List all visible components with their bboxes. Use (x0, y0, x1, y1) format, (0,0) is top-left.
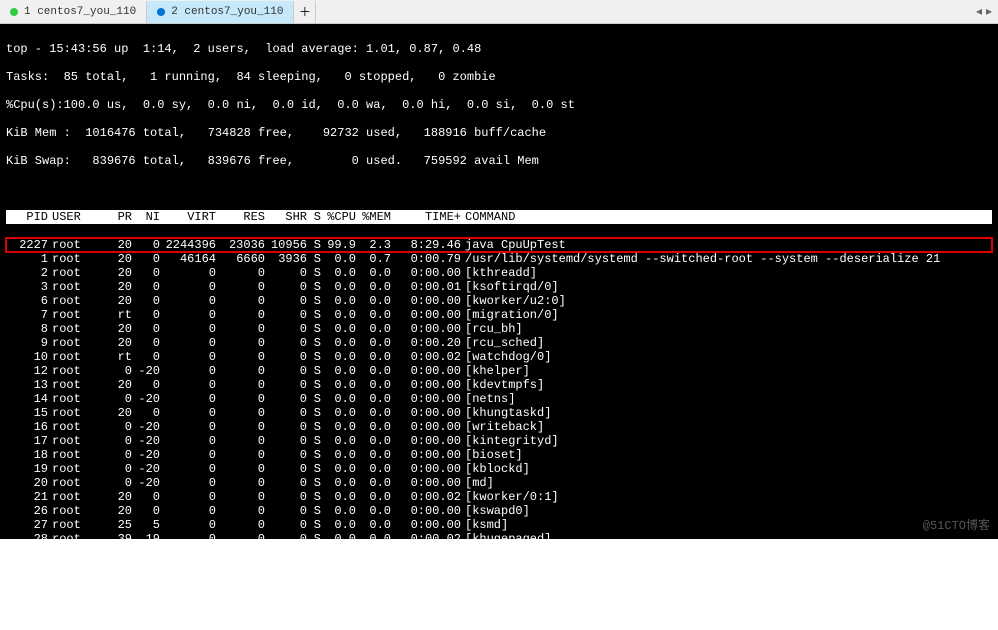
status-dot-icon (10, 8, 18, 16)
process-row: 16root0-20000S0.00.00:00.00[writeback] (6, 420, 992, 434)
top-swap-line: KiB Swap: 839676 total, 839676 free, 0 u… (6, 154, 992, 168)
process-row: 12root0-20000S0.00.00:00.00[khelper] (6, 364, 992, 378)
top-tasks-line: Tasks: 85 total, 1 running, 84 sleeping,… (6, 70, 992, 84)
process-row: 18root0-20000S0.00.00:00.00[bioset] (6, 448, 992, 462)
process-row: 15root200000S0.00.00:00.00[khungtaskd] (6, 406, 992, 420)
process-row: 39root200000S0.00.00:00.00[kworker/u2:1] (6, 588, 992, 602)
process-row: 17root0-20000S0.00.00:00.00[kintegrityd] (6, 434, 992, 448)
tab-nav: ◂ ▸ (970, 4, 998, 19)
tab-label: 1 centos7_you_110 (24, 6, 136, 18)
top-cpu-line: %Cpu(s):100.0 us, 0.0 sy, 0.0 ni, 0.0 id… (6, 98, 992, 112)
blank-line (6, 182, 992, 196)
process-row: 19root0-20000S0.00.00:00.00[kblockd] (6, 462, 992, 476)
process-row: 10rootrt0000S0.00.00:00.02[watchdog/0] (6, 350, 992, 364)
process-row: 30root0-20000S0.00.00:00.00[crypto] (6, 560, 992, 574)
process-row: 2227root20022443962303610956S99.92.38:29… (6, 238, 992, 252)
tab-label: 2 centos7_you_110 (171, 6, 283, 18)
process-row: 8root200000S0.00.00:00.00[rcu_bh] (6, 322, 992, 336)
process-row: 29root200000S0.00.00:00.00[fsnotify_mark… (6, 546, 992, 560)
process-row: 7rootrt0000S0.00.00:00.00[migration/0] (6, 308, 992, 322)
watermark: @51CTO博客 (923, 519, 990, 533)
terminal-output: top - 15:43:56 up 1:14, 2 users, load av… (0, 24, 998, 539)
process-row: 2root200000S0.00.00:00.00[kthreadd] (6, 266, 992, 280)
process-row: 21root200000S0.00.00:00.02[kworker/0:1] (6, 490, 992, 504)
process-row: 1root2004616466603936S0.00.70:00.79/usr/… (6, 252, 992, 266)
process-row: 20root0-20000S0.00.00:00.00[md] (6, 476, 992, 490)
add-tab-button[interactable]: ＋ (294, 1, 316, 23)
top-uptime-line: top - 15:43:56 up 1:14, 2 users, load av… (6, 42, 992, 56)
process-row: 3root200000S0.00.00:00.01[ksoftirqd/0] (6, 280, 992, 294)
chevron-right-icon[interactable]: ▸ (986, 4, 992, 19)
process-row: 14root0-20000S0.00.00:00.00[netns] (6, 392, 992, 406)
process-row: 9root200000S0.00.00:00.20[rcu_sched] (6, 336, 992, 350)
tab-bar: 1 centos7_you_110 2 centos7_you_110 ＋ ◂ … (0, 0, 998, 24)
process-row: 28root3919000S0.00.00:00.02[khugepaged] (6, 532, 992, 546)
process-row: 6root200000S0.00.00:00.00[kworker/u2:0] (6, 294, 992, 308)
chevron-left-icon[interactable]: ◂ (976, 4, 982, 19)
tab-active[interactable]: 2 centos7_you_110 (147, 1, 294, 23)
process-row: 26root200000S0.00.00:00.00[kswapd0] (6, 504, 992, 518)
process-row: 38root0-20000S0.00.00:00.00[kthrotld] (6, 574, 992, 588)
top-mem-line: KiB Mem : 1016476 total, 734828 free, 92… (6, 126, 992, 140)
status-dot-icon (157, 8, 165, 16)
tab-inactive[interactable]: 1 centos7_you_110 (0, 1, 147, 23)
process-header-row: PIDUSERPRNIVIRTRESSHRS%CPU%MEMTIME+COMMA… (6, 210, 992, 224)
process-row: 27root255000S0.00.00:00.00[ksmd] (6, 518, 992, 532)
process-row: 13root200000S0.00.00:00.00[kdevtmpfs] (6, 378, 992, 392)
